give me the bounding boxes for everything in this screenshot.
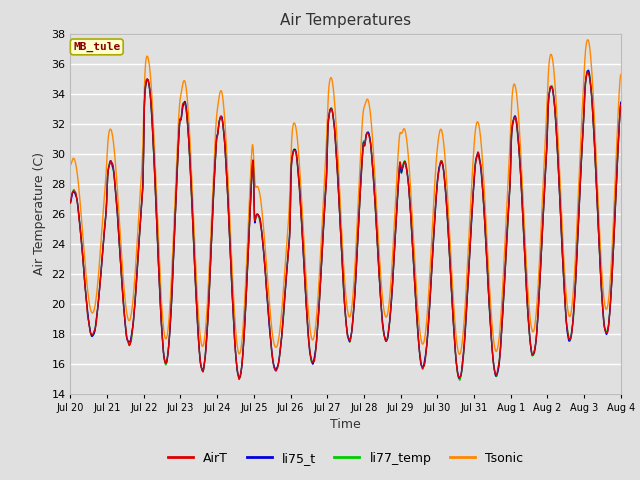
Y-axis label: Air Temperature (C): Air Temperature (C) <box>33 152 45 275</box>
Text: MB_tule: MB_tule <box>73 42 120 52</box>
Title: Air Temperatures: Air Temperatures <box>280 13 411 28</box>
X-axis label: Time: Time <box>330 418 361 431</box>
Legend: AirT, li75_t, li77_temp, Tsonic: AirT, li75_t, li77_temp, Tsonic <box>163 447 528 469</box>
